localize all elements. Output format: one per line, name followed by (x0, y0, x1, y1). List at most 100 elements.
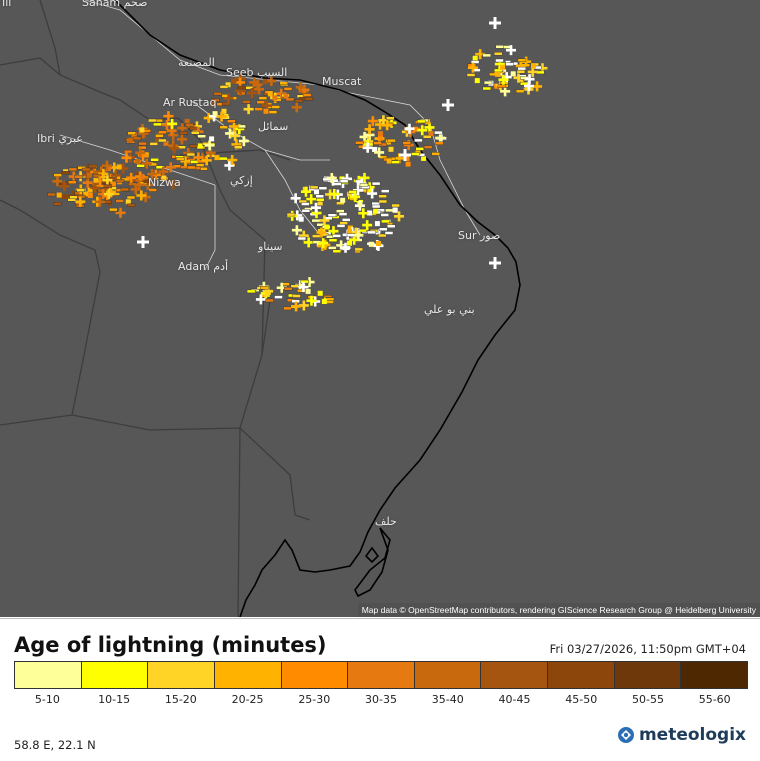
positive-strike-marker (163, 111, 174, 122)
strike-marker (135, 159, 141, 164)
negative-strike-marker (297, 236, 307, 241)
place-label-izki: إزكي (230, 174, 253, 187)
negative-strike-marker (210, 98, 220, 102)
negative-strike-marker (294, 99, 304, 103)
negative-strike-marker (185, 122, 194, 127)
lightning-map[interactable]: Saham صحم المصنعة Seeb السيب Muscat Ar R… (0, 0, 760, 617)
map-attribution[interactable]: Map data © OpenStreetMap contributors, r… (357, 603, 760, 617)
positive-strike-marker (367, 188, 378, 199)
strike-marker (110, 181, 116, 187)
positive-strike-marker (227, 155, 238, 166)
negative-strike-marker (391, 203, 400, 208)
strike-marker (263, 108, 269, 114)
negative-strike-marker (284, 287, 293, 291)
positive-strike-marker (295, 82, 306, 93)
negative-strike-marker (325, 297, 335, 301)
negative-strike-marker (423, 145, 433, 149)
strike-marker (510, 71, 516, 77)
positive-strike-marker (319, 215, 330, 226)
negative-strike-marker (138, 141, 147, 146)
negative-strike-marker (123, 149, 133, 154)
strike-marker (231, 78, 237, 84)
strike-marker (317, 200, 323, 206)
strike-marker (340, 197, 346, 203)
positive-strike-marker (137, 236, 149, 248)
positive-strike-marker (291, 102, 302, 113)
positive-strike-marker (350, 191, 361, 202)
place-label-sur: Sur صور (458, 229, 501, 242)
negative-strike-marker (219, 125, 228, 130)
strike-marker (221, 108, 227, 114)
coordinate-readout: 58.8 E, 22.1 N (14, 738, 96, 752)
positive-strike-marker (203, 113, 214, 124)
brand-logo[interactable]: meteologix (617, 725, 746, 745)
strike-marker (155, 137, 161, 143)
strike-marker (368, 241, 374, 247)
strike-marker (386, 158, 392, 164)
negative-strike-marker (67, 180, 77, 185)
negative-strike-marker (381, 219, 390, 224)
strike-marker (413, 126, 418, 132)
positive-strike-marker (230, 130, 241, 141)
positive-strike-marker (249, 77, 260, 88)
negative-strike-marker (415, 147, 424, 151)
positive-strike-marker (300, 186, 311, 197)
legend-label: 10-15 (98, 693, 131, 706)
strike-marker (347, 225, 353, 231)
strike-marker (472, 55, 478, 61)
negative-strike-marker (92, 173, 102, 178)
place-label-hilf: حلف (375, 515, 397, 528)
place-label-sinaw: سيناو (258, 240, 283, 253)
strike-marker (62, 194, 67, 200)
strike-marker (367, 210, 373, 216)
negative-strike-marker (332, 249, 342, 254)
positive-strike-marker (193, 152, 204, 163)
negative-strike-marker (268, 110, 278, 114)
negative-strike-marker (53, 173, 62, 177)
positive-strike-marker (362, 142, 373, 153)
negative-strike-marker (219, 85, 229, 89)
negative-strike-marker (431, 152, 440, 156)
positive-strike-marker (435, 132, 446, 143)
place-label-seeb: Seeb السيب (226, 66, 288, 79)
positive-strike-marker (404, 123, 415, 134)
positive-strike-marker (442, 99, 454, 111)
negative-strike-marker (279, 81, 288, 85)
positive-strike-marker (311, 202, 322, 213)
strike-marker (500, 64, 506, 70)
positive-strike-marker (318, 238, 329, 249)
strike-marker (262, 79, 268, 85)
positive-strike-marker (135, 147, 146, 158)
negative-strike-marker (371, 201, 380, 206)
negative-strike-marker (373, 141, 382, 145)
positive-strike-marker (367, 116, 378, 127)
negative-strike-marker (359, 183, 369, 187)
negative-strike-marker (254, 107, 263, 111)
negative-strike-marker (132, 136, 142, 141)
negative-strike-marker (297, 289, 306, 293)
negative-strike-marker (187, 165, 196, 170)
negative-strike-marker (155, 133, 164, 138)
negative-strike-marker (175, 157, 185, 161)
strike-marker (283, 93, 289, 99)
legend-label: 25-30 (298, 693, 331, 706)
negative-strike-marker (470, 60, 480, 64)
positive-strike-marker (141, 158, 152, 169)
positive-strike-marker (102, 175, 113, 186)
negative-strike-marker (387, 224, 396, 228)
negative-strike-marker (517, 58, 527, 62)
negative-strike-marker (378, 194, 387, 199)
meteologix-logo-icon (617, 727, 634, 743)
negative-strike-marker (292, 294, 301, 298)
place-label-bani-bu-ali: بني بو علي (424, 303, 475, 316)
positive-strike-marker (291, 225, 302, 236)
positive-strike-marker (216, 111, 227, 122)
legend-swatch-25-30 (281, 662, 349, 688)
strike-marker (139, 127, 145, 133)
negative-strike-marker (227, 119, 236, 123)
place-label-masnaa: المصنعة (178, 56, 215, 69)
strike-marker (314, 189, 319, 195)
legend-swatch-50-55 (614, 662, 682, 688)
positive-strike-marker (90, 182, 101, 193)
positive-strike-marker (255, 294, 266, 305)
